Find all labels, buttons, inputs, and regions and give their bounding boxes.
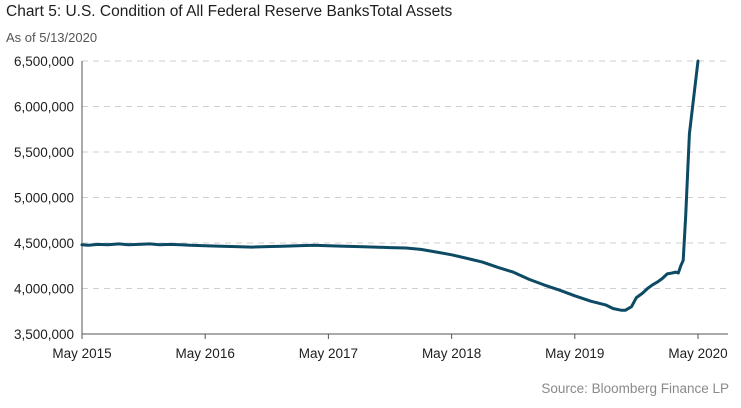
y-tick-label: 6,500,000 (14, 54, 74, 69)
x-tick-label: May 2019 (545, 346, 604, 361)
x-tick-label: May 2015 (52, 346, 111, 361)
chart-source: Source: Bloomberg Finance LP (541, 381, 729, 396)
x-tick-label: May 2016 (176, 346, 235, 361)
y-tick-label: 6,000,000 (14, 100, 74, 115)
chart-subtitle: As of 5/13/2020 (6, 30, 98, 45)
y-tick-label: 4,000,000 (14, 282, 74, 297)
x-tick-label: May 2017 (299, 346, 358, 361)
series-line-total-assets (80, 59, 700, 312)
chart-title: Chart 5: U.S. Condition of All Federal R… (6, 3, 453, 20)
y-tick-label: 5,500,000 (14, 145, 74, 160)
y-tick-label: 5,000,000 (14, 191, 74, 206)
plot-series (80, 59, 700, 312)
x-tick-label: May 2018 (422, 346, 481, 361)
y-axis: 3,500,000 4,000,000 4,500,000 5,000,000 5,50… (14, 54, 83, 342)
grid-lines (82, 60, 728, 289)
x-tick-label: May 2020 (668, 346, 727, 361)
y-tick-label: 3,500,000 (14, 327, 74, 342)
x-axis: May 2015 May 2016 May 2017 May 2018 May 2019… (52, 333, 728, 361)
y-tick-label: 4,500,000 (14, 236, 74, 251)
